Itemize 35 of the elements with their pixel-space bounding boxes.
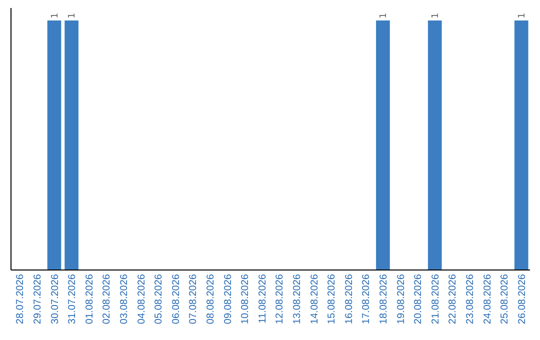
x-tick-label: 23.08.2026 [464,274,476,324]
x-tick-label: 14.08.2026 [309,274,320,324]
x-tick-label: 26.08.2026 [516,274,528,324]
x-tick-label: 28.07.2026 [15,274,26,324]
data-label: 1 [378,12,389,18]
x-tick-label: 09.08.2026 [222,274,234,324]
x-tick-label: 12.08.2026 [274,274,286,324]
x-tick-label: 31.07.2026 [67,274,78,324]
data-label: 1 [50,12,60,18]
x-tick-label: 20.08.2026 [413,274,424,324]
data-label: 1 [430,12,441,18]
x-tick-label: 25.08.2026 [500,274,511,324]
x-tick-label: 21.08.2026 [430,274,442,324]
x-tick-label: 29.07.2026 [32,274,44,324]
x-tick-label: 11.08.2026 [257,274,268,324]
x-tick-label: 13.08.2026 [292,274,303,324]
x-tick-label: 01.08.2026 [84,274,96,324]
x-tick-label: 22.08.2026 [448,274,459,324]
data-label: 1 [517,12,528,18]
x-tick-label: 10.08.2026 [240,274,252,324]
x-tick-label: 30.07.2026 [50,274,61,324]
x-tick-label: 08.08.2026 [205,274,216,324]
x-tick-label: 03.08.2026 [118,274,130,324]
x-tick-label: 02.08.2026 [102,274,113,324]
x-tick-label: 06.08.2026 [170,274,182,324]
x-tick-label: 05.08.2026 [154,274,165,324]
x-tick-label: 18.08.2026 [378,274,390,324]
x-tick-label: 07.08.2026 [188,274,200,324]
x-tick-label: 24.08.2026 [482,274,494,324]
data-label: 1 [68,12,78,18]
x-tick-label: 15.08.2026 [326,274,338,324]
x-tick-label: 17.08.2026 [361,274,372,324]
x-tick-label: 16.08.2026 [344,274,355,324]
x-tick-label: 04.08.2026 [136,274,148,324]
x-tick-label: 19.08.2026 [396,274,407,324]
